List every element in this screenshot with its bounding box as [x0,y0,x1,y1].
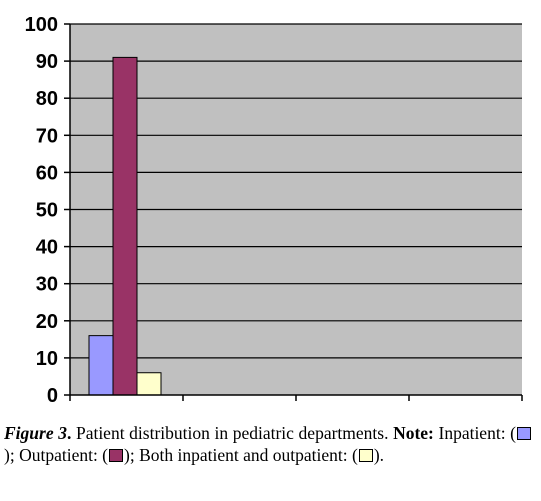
bar-chart: 0 10 20 30 40 50 60 70 80 90 100 [25,14,523,407]
y-tick-label-0: 0 [47,385,58,407]
outpatient-note-close: ); [124,445,140,465]
both-note: Both inpatient and outpatient: ( [139,445,358,465]
bar-inpatient-0 [88,335,114,396]
inpatient-swatch [517,427,531,440]
y-tick-label-80: 80 [36,88,58,110]
y-tick-label-40: 40 [36,237,58,259]
caption-text: Patient distribution in pediatric depart… [71,423,394,443]
y-tick-label-20: 20 [36,311,58,333]
y-tick-label-60: 60 [36,162,58,184]
both-note-close: ). [373,445,385,465]
bar-outpatient-0 [112,56,138,396]
inpatient-note-close: ); [4,445,20,465]
y-tick-label-90: 90 [36,51,58,73]
inpatient-note: Inpatient: ( [433,423,516,443]
note-label: Note: [393,423,434,443]
outpatient-swatch [109,449,124,462]
bar-both-inpatient-and-outpatient-0 [136,372,162,396]
y-tick-label-10: 10 [36,348,58,370]
y-tick-label-30: 30 [36,274,58,296]
both-swatch [358,449,373,462]
y-tick-label-50: 50 [36,200,58,222]
y-tick-label-100: 100 [25,14,58,36]
y-tick-label-70: 70 [36,125,58,147]
figure-label: Figure 3. [4,423,72,443]
outpatient-note: Outpatient: ( [19,445,109,465]
figure-caption: Figure 3. Patient distribution in pediat… [4,422,532,466]
chart-svg: 0 10 20 30 40 50 60 70 80 90 100 [25,14,523,407]
